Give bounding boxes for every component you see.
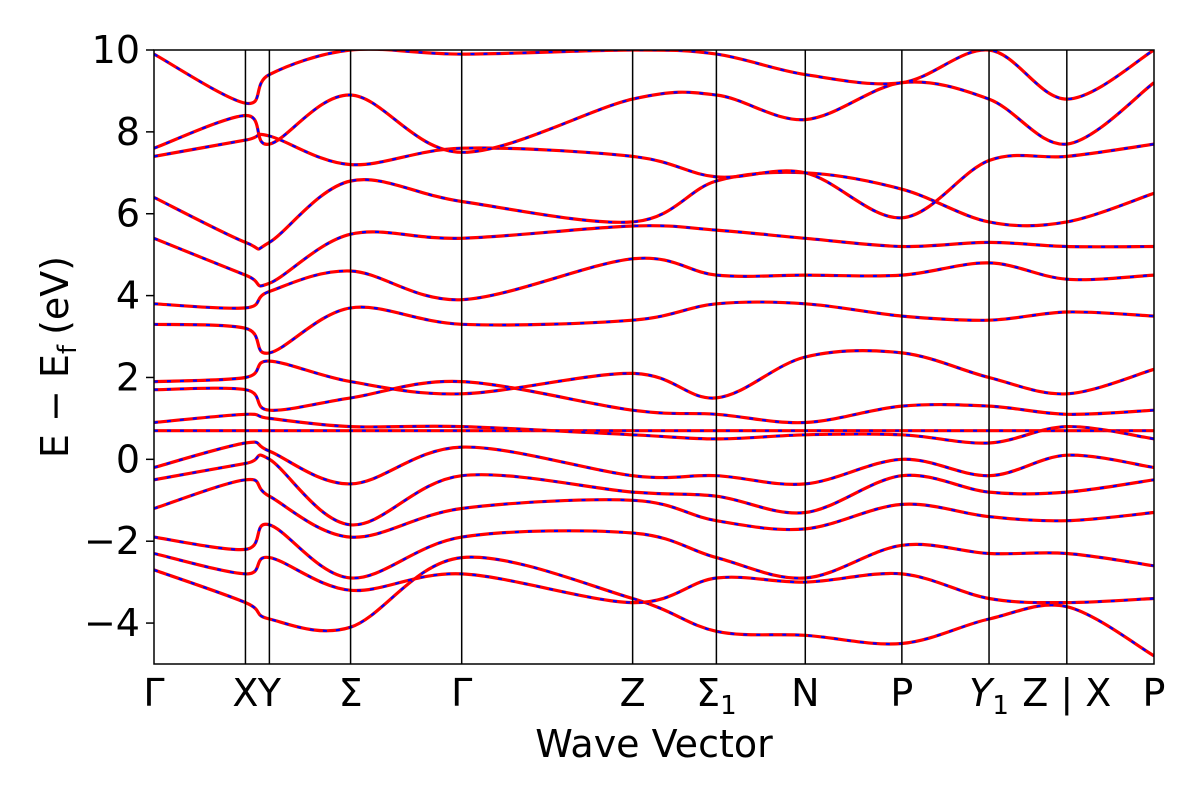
band-line-dashed — [154, 300, 1154, 355]
y-axis-label: E − Ef (eV) — [33, 256, 83, 458]
band-line — [154, 170, 1154, 251]
y-tick-label: 6 — [116, 192, 140, 236]
band-line — [154, 453, 1154, 527]
band-line-dashed — [154, 454, 1154, 526]
x-tick-label-main: Γ — [451, 671, 472, 715]
x-tick-label-main: Y — [257, 671, 282, 715]
x-tick-label: P — [1143, 671, 1166, 715]
band-line — [154, 256, 1154, 310]
y-axis-label-sub: f — [53, 344, 83, 354]
x-tick-label-main: Y — [969, 671, 995, 715]
x-tick-label: P — [890, 671, 913, 715]
band-line-dashed — [154, 380, 1154, 424]
bands-group — [154, 50, 1154, 658]
band-line-dashed — [154, 80, 1154, 154]
band-line-dashed — [154, 552, 1154, 604]
x-tick-label-main: Γ — [143, 671, 164, 715]
x-tick-label: Z | X — [1022, 671, 1111, 716]
x-tick-label: Z — [620, 671, 646, 715]
x-tick-label-sub: 1 — [992, 691, 1009, 721]
x-tick-label: Γ — [143, 671, 164, 715]
x-axis-label: Wave Vector — [535, 722, 773, 766]
band-line-dashed — [154, 133, 1154, 219]
x-tick-label-sub: 1 — [720, 691, 737, 721]
y-tick-label: 4 — [116, 274, 140, 318]
y-tick-label: −2 — [84, 519, 140, 563]
band-line — [154, 412, 1154, 445]
high-symmetry-lines — [244, 50, 1068, 664]
band-line — [154, 349, 1154, 400]
band-line-dashed — [154, 478, 1154, 539]
band-line — [154, 551, 1154, 605]
y-axis-label-main: E − E — [33, 354, 77, 458]
plot-frame — [153, 49, 1155, 665]
band-line-dashed — [154, 413, 1154, 445]
band-line — [154, 300, 1154, 355]
band-line — [154, 379, 1154, 425]
x-tick-label: Y — [257, 671, 282, 715]
band-line-dashed — [154, 441, 1154, 486]
y-tick-label: 10 — [92, 28, 140, 72]
y-tick-label: −4 — [84, 601, 140, 645]
y-axis-label-unit: (eV) — [33, 256, 77, 335]
band-line — [154, 224, 1154, 288]
x-tick-label-main: Z | X — [1022, 671, 1111, 716]
band-line-dashed — [154, 257, 1154, 310]
y-tick-label: 0 — [116, 437, 140, 481]
band-line — [154, 477, 1154, 539]
x-tick-label: Γ — [451, 671, 472, 715]
y-tick-label: 2 — [116, 355, 140, 399]
x-tick-label-main: P — [890, 671, 913, 715]
x-tick-label-main: X — [232, 671, 258, 715]
band-line-dashed — [154, 224, 1154, 288]
x-tick-label: Σ — [339, 671, 363, 715]
band-line — [154, 522, 1154, 580]
x-tick-label-main: Σ — [339, 671, 363, 715]
x-tick-label-main: N — [791, 671, 819, 715]
y-tick-label: 8 — [116, 110, 140, 154]
x-tick-label-main: P — [1143, 671, 1166, 715]
band-line — [154, 132, 1154, 220]
x-tick-label: N — [791, 671, 819, 715]
y-axis: −4 −2 0 2 4 6 8 10 — [84, 28, 154, 645]
band-line-dashed — [154, 349, 1154, 400]
x-tick-label: X — [232, 671, 258, 715]
x-tick-label: Σ1 — [696, 671, 737, 721]
x-tick-label: Y1 — [969, 671, 1009, 721]
x-tick-label-main: Z — [620, 671, 646, 715]
x-tick-label-main: Σ — [696, 671, 720, 715]
